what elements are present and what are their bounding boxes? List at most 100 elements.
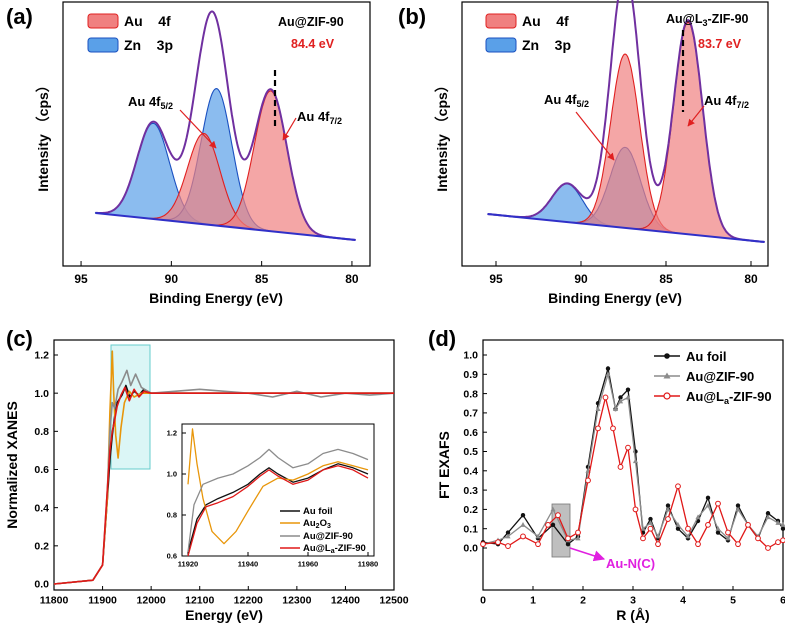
y-tick-label: 0.3 xyxy=(463,485,478,497)
panel-d-xlabel: R (Å) xyxy=(616,607,649,623)
panel-a-ticks: 95 90 85 80 xyxy=(74,261,359,286)
data-point-au-zif xyxy=(647,520,654,525)
data-point-au-la xyxy=(695,541,701,548)
data-point-au-la xyxy=(745,521,751,528)
x-tick-label: 11800 xyxy=(40,595,69,607)
data-point-au-foil xyxy=(605,366,611,371)
panel-a-curves xyxy=(94,10,356,241)
xps-baseline xyxy=(95,212,356,241)
x-tick-label: 3 xyxy=(630,595,636,607)
panel-b-arrow-7-2 xyxy=(687,105,705,127)
y-tick-label: 0.7 xyxy=(463,408,478,420)
panel-c-ylabel: Normalized XANES xyxy=(4,401,20,529)
x-tick-label: 90 xyxy=(574,272,588,286)
data-point-au-la xyxy=(647,525,654,532)
y-tick-label: 1.0 xyxy=(167,470,177,479)
series-au-la-zif-90 xyxy=(482,396,784,549)
panel-b: (b) 95 90 85 80 Au 4f Zn 3p Au@L3-ZIF-90 83… xyxy=(398,0,769,306)
x-tick-label: 12400 xyxy=(331,595,360,607)
x-tick-label: 80 xyxy=(744,272,758,286)
data-point-au-foil xyxy=(520,512,526,518)
legend-swatch-au xyxy=(485,13,517,29)
data-point-au-foil xyxy=(618,395,623,400)
data-point-au-la xyxy=(640,535,646,542)
panel-b-ticks: 95 90 85 80 xyxy=(489,261,758,286)
data-point-au-la xyxy=(715,500,721,507)
y-tick-label: 0.8 xyxy=(34,426,49,438)
y-tick-label: 0.8 xyxy=(463,388,478,400)
x-tick-label: 85 xyxy=(255,272,269,286)
panel-c-frame xyxy=(53,339,395,591)
data-point-au-zif xyxy=(655,533,661,539)
au-n-arrow xyxy=(569,547,606,562)
x-tick-label: 11960 xyxy=(298,560,318,569)
inset-legend-au2o3: Au2O3 xyxy=(303,518,331,530)
data-point-au-zif xyxy=(550,506,556,512)
panel-a-title: Au@ZIF-90 xyxy=(278,15,344,29)
panel-b-label: (b) xyxy=(398,4,426,29)
panel-b-peak-label-7-2: Au 4f7/2 xyxy=(704,93,749,110)
data-point-au-zif xyxy=(625,394,631,400)
x-tick-label: 12300 xyxy=(282,595,311,607)
series-au-la-zif-90 xyxy=(53,386,394,585)
panel-d-ticks: 0 1 2 3 4 5 6 0.0 0.1 0.2 0.3 0.4 0.5 0.6 0.7 0.8 0.9 1.0 xyxy=(463,350,785,607)
data-point-au-la xyxy=(632,506,639,513)
y-tick-label: 0.5 xyxy=(463,446,478,458)
data-point-au-foil xyxy=(780,526,785,531)
data-point-au-la xyxy=(480,541,486,548)
y-tick-label: 0.1 xyxy=(463,523,478,535)
xps-envelope xyxy=(95,10,356,241)
data-point-au-zif xyxy=(705,502,711,508)
data-point-au-la xyxy=(610,425,616,432)
data-point-au-zif xyxy=(665,506,671,512)
panel-b-xlabel: Binding Energy (eV) xyxy=(548,290,682,306)
x-tick-label: 0 xyxy=(480,595,486,607)
data-point-au-zif xyxy=(735,506,741,512)
data-point-au-foil xyxy=(735,503,741,508)
legend-marker-au-la xyxy=(663,392,671,400)
panel-b-curves xyxy=(487,0,765,243)
series-au2o3 xyxy=(187,428,369,545)
legend-label-au: Au 4f xyxy=(522,13,569,29)
data-point-au-la xyxy=(725,529,731,536)
data-point-au-zif xyxy=(595,406,601,412)
panel-a-arrow-5-2 xyxy=(179,109,217,149)
data-point-au-zif xyxy=(775,520,781,525)
x-tick-label: 12200 xyxy=(234,595,263,607)
x-tick-label: 95 xyxy=(489,272,503,286)
series-au-la-zif-90 xyxy=(187,465,369,557)
y-tick-label: 0.0 xyxy=(463,543,478,555)
data-point-au-zif xyxy=(575,535,581,541)
legend-label-au: Au 4f xyxy=(124,13,171,29)
y-tick-label: 0.4 xyxy=(34,502,49,514)
data-point-au-la xyxy=(625,444,631,451)
data-point-au-la xyxy=(617,464,624,470)
data-point-au-la xyxy=(602,394,609,401)
data-point-au-foil xyxy=(550,522,556,528)
data-point-au-zif xyxy=(685,533,691,539)
data-point-au-foil xyxy=(765,511,771,516)
data-point-au-foil xyxy=(715,530,721,535)
legend-label-au-foil: Au foil xyxy=(686,349,726,364)
data-point-au-la xyxy=(505,543,511,549)
data-point-au-la xyxy=(545,521,551,528)
inset-legend-au-la: Au@La-ZIF-90 xyxy=(303,543,366,555)
y-tick-label: 0.6 xyxy=(463,427,478,439)
panel-a-frame xyxy=(62,1,371,267)
y-tick-label: 0.2 xyxy=(463,504,478,516)
data-point-au-zif xyxy=(605,371,611,377)
x-tick-label: 12500 xyxy=(379,595,408,607)
data-point-au-la xyxy=(665,516,671,522)
x-tick-label: 12100 xyxy=(185,595,214,607)
data-point-au-la xyxy=(595,425,601,432)
data-point-au-zif xyxy=(612,406,619,412)
data-point-au-la xyxy=(520,533,526,540)
inset-legend-au-foil: Au foil xyxy=(303,506,333,517)
data-point-au-la xyxy=(655,541,661,548)
y-tick-label: 1.0 xyxy=(463,350,478,362)
y-tick-label: 0.9 xyxy=(463,369,478,381)
data-point-au-la xyxy=(735,541,741,548)
x-tick-label: 11920 xyxy=(178,560,198,569)
data-point-au-zif xyxy=(725,535,731,541)
panel-a-xlabel: Binding Energy (eV) xyxy=(149,290,283,306)
